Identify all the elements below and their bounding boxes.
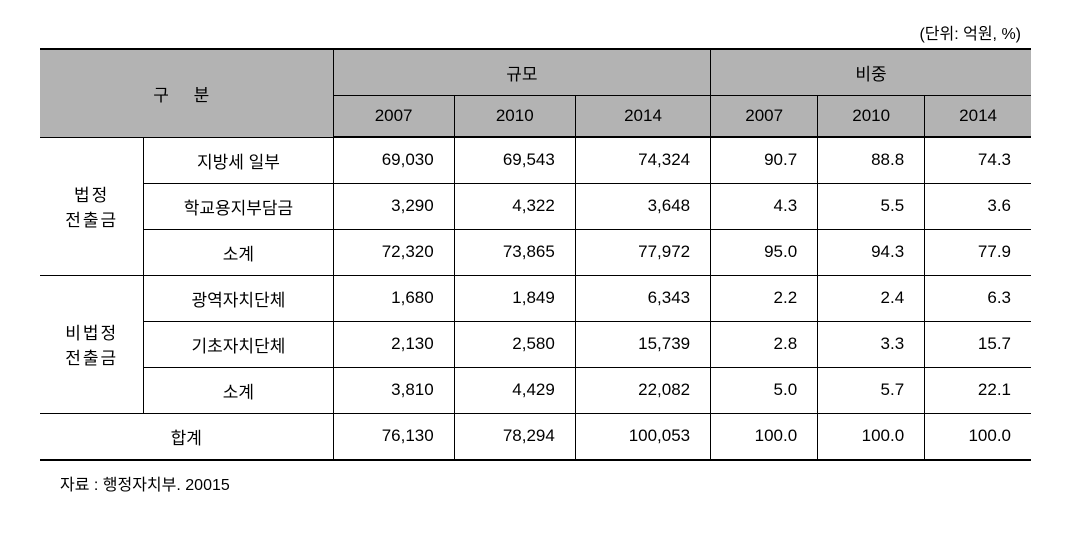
scale-cell: 72,320 [333, 229, 454, 275]
row-label: 소계 [144, 229, 333, 275]
source-note: 자료 : 행정자치부. 20015 [40, 471, 1031, 495]
scale-cell: 3,290 [333, 183, 454, 229]
total-scale-cell: 100,053 [575, 413, 710, 460]
ratio-cell: 74.3 [925, 137, 1031, 183]
ratio-cell: 94.3 [818, 229, 925, 275]
ratio-cell: 90.7 [711, 137, 818, 183]
header-scale-year-0: 2007 [333, 96, 454, 138]
scale-cell: 4,322 [454, 183, 575, 229]
total-scale-cell: 76,130 [333, 413, 454, 460]
scale-cell: 74,324 [575, 137, 710, 183]
ratio-cell: 88.8 [818, 137, 925, 183]
header-group-scale: 규모 [333, 49, 711, 96]
table-header: 구 분 규모 비중 2007 2010 2014 2007 2010 2014 [40, 49, 1031, 137]
total-row: 합계76,13078,294100,053100.0100.0100.0 [40, 413, 1031, 460]
total-label: 합계 [40, 413, 333, 460]
scale-cell: 1,680 [333, 275, 454, 321]
ratio-cell: 5.7 [818, 367, 925, 413]
scale-cell: 77,972 [575, 229, 710, 275]
header-ratio-year-1: 2010 [818, 96, 925, 138]
scale-cell: 69,543 [454, 137, 575, 183]
scale-cell: 2,580 [454, 321, 575, 367]
scale-cell: 6,343 [575, 275, 710, 321]
ratio-cell: 2.2 [711, 275, 818, 321]
row-label: 지방세 일부 [144, 137, 333, 183]
data-table: 구 분 규모 비중 2007 2010 2014 2007 2010 2014 … [40, 48, 1031, 461]
scale-cell: 73,865 [454, 229, 575, 275]
total-ratio-cell: 100.0 [818, 413, 925, 460]
scale-cell: 3,810 [333, 367, 454, 413]
scale-cell: 69,030 [333, 137, 454, 183]
ratio-cell: 3.6 [925, 183, 1031, 229]
ratio-cell: 6.3 [925, 275, 1031, 321]
ratio-cell: 2.4 [818, 275, 925, 321]
header-scale-year-1: 2010 [454, 96, 575, 138]
row-label: 소계 [144, 367, 333, 413]
ratio-cell: 15.7 [925, 321, 1031, 367]
ratio-cell: 5.5 [818, 183, 925, 229]
row-label: 광역자치단체 [144, 275, 333, 321]
table-row: 소계3,8104,42922,0825.05.722.1 [40, 367, 1031, 413]
header-ratio-year-0: 2007 [711, 96, 818, 138]
scale-cell: 3,648 [575, 183, 710, 229]
ratio-cell: 4.3 [711, 183, 818, 229]
header-scale-year-2: 2014 [575, 96, 710, 138]
total-scale-cell: 78,294 [454, 413, 575, 460]
scale-cell: 15,739 [575, 321, 710, 367]
ratio-cell: 2.8 [711, 321, 818, 367]
ratio-cell: 5.0 [711, 367, 818, 413]
total-ratio-cell: 100.0 [925, 413, 1031, 460]
header-category: 구 분 [40, 49, 333, 137]
row-label: 학교용지부담금 [144, 183, 333, 229]
unit-label: (단위: 억원, %) [40, 20, 1031, 44]
scale-cell: 4,429 [454, 367, 575, 413]
total-ratio-cell: 100.0 [711, 413, 818, 460]
table-row: 기초자치단체2,1302,58015,7392.83.315.7 [40, 321, 1031, 367]
header-group-ratio: 비중 [711, 49, 1031, 96]
table-row: 학교용지부담금3,2904,3223,6484.35.53.6 [40, 183, 1031, 229]
scale-cell: 22,082 [575, 367, 710, 413]
header-ratio-year-2: 2014 [925, 96, 1031, 138]
group-label: 비법정 전출금 [40, 275, 144, 413]
ratio-cell: 77.9 [925, 229, 1031, 275]
ratio-cell: 95.0 [711, 229, 818, 275]
table-row: 비법정 전출금광역자치단체1,6801,8496,3432.22.46.3 [40, 275, 1031, 321]
table-row: 법정 전출금지방세 일부69,03069,54374,32490.788.874… [40, 137, 1031, 183]
table-row: 소계72,32073,86577,97295.094.377.9 [40, 229, 1031, 275]
row-label: 기초자치단체 [144, 321, 333, 367]
group-label: 법정 전출금 [40, 137, 144, 275]
ratio-cell: 3.3 [818, 321, 925, 367]
scale-cell: 1,849 [454, 275, 575, 321]
ratio-cell: 22.1 [925, 367, 1031, 413]
table-body: 법정 전출금지방세 일부69,03069,54374,32490.788.874… [40, 137, 1031, 460]
scale-cell: 2,130 [333, 321, 454, 367]
